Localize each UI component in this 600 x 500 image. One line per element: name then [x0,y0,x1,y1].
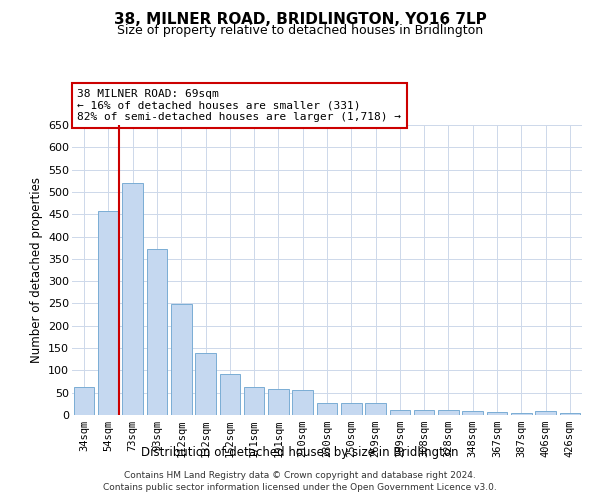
Bar [122,184,143,415]
Bar [292,390,313,415]
Bar [487,412,508,415]
Bar [195,352,216,415]
Bar [414,410,434,415]
Bar [171,304,191,415]
Text: 38, MILNER ROAD, BRIDLINGTON, YO16 7LP: 38, MILNER ROAD, BRIDLINGTON, YO16 7LP [113,12,487,28]
Bar [146,250,167,415]
Bar [365,404,386,415]
Text: 38 MILNER ROAD: 69sqm
← 16% of detached houses are smaller (331)
82% of semi-det: 38 MILNER ROAD: 69sqm ← 16% of detached … [77,89,401,122]
Bar [98,211,119,415]
Text: Distribution of detached houses by size in Bridlington: Distribution of detached houses by size … [141,446,459,459]
Bar [317,403,337,415]
Bar [220,374,240,415]
Bar [389,410,410,415]
Text: Contains HM Land Registry data © Crown copyright and database right 2024.: Contains HM Land Registry data © Crown c… [124,472,476,480]
Y-axis label: Number of detached properties: Number of detached properties [29,177,43,363]
Text: Size of property relative to detached houses in Bridlington: Size of property relative to detached ho… [117,24,483,37]
Bar [438,410,459,415]
Text: Contains public sector information licensed under the Open Government Licence v3: Contains public sector information licen… [103,483,497,492]
Bar [511,413,532,415]
Bar [341,404,362,415]
Bar [560,413,580,415]
Bar [74,387,94,415]
Bar [244,387,265,415]
Bar [535,412,556,415]
Bar [463,411,483,415]
Bar [268,389,289,415]
